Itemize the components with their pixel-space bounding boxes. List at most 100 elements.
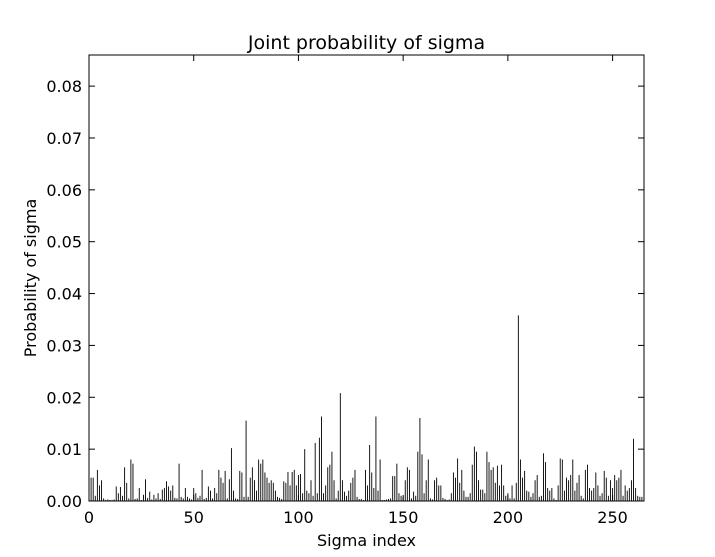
- bar-223: [555, 499, 557, 501]
- bar-127: [354, 469, 356, 501]
- bar-58: [210, 490, 211, 501]
- bar-134: [369, 444, 371, 501]
- bar-67: [228, 479, 230, 501]
- bar-193: [492, 467, 494, 501]
- bar-3: [94, 495, 96, 501]
- bar-165: [434, 480, 436, 501]
- bar-7: [103, 498, 105, 501]
- bar-151: [404, 480, 406, 501]
- bar-264: [641, 496, 643, 501]
- bar-25: [140, 499, 142, 501]
- bar-20: [130, 459, 132, 501]
- bar-145: [392, 476, 394, 501]
- bar-100: [297, 475, 299, 501]
- bar-160: [423, 493, 425, 501]
- plot-frame: [88, 54, 645, 502]
- bar-259: [630, 480, 632, 501]
- bar-226: [561, 459, 563, 501]
- bar-39: [170, 490, 172, 501]
- bar-164: [432, 499, 433, 501]
- bar-240: [591, 490, 593, 501]
- bar-106: [310, 480, 312, 501]
- bar-84: [264, 472, 266, 501]
- bar-91: [279, 497, 281, 501]
- bar-204: [515, 482, 517, 501]
- bar-102: [302, 493, 304, 501]
- bar-135: [371, 472, 373, 501]
- bar-85: [266, 477, 268, 501]
- bar-250: [612, 488, 614, 501]
- bar-13: [115, 486, 117, 501]
- bar-66: [226, 498, 228, 501]
- bar-140: [381, 499, 383, 501]
- bar-241: [593, 488, 595, 501]
- bar-43: [178, 463, 180, 501]
- bar-55: [203, 498, 205, 501]
- bar-34: [159, 498, 161, 501]
- bar-95: [287, 471, 289, 501]
- bar-253: [618, 477, 620, 501]
- bar-129: [358, 498, 360, 501]
- y-tick-label: 0.04: [46, 285, 82, 304]
- bar-45: [182, 498, 184, 501]
- bar-37: [166, 481, 167, 501]
- bar-220: [549, 490, 551, 501]
- bar-17: [124, 467, 126, 501]
- bar-49: [191, 499, 193, 501]
- bar-181: [467, 496, 469, 501]
- bar-143: [388, 498, 389, 501]
- bar-141: [383, 499, 385, 501]
- bar-174: [452, 472, 454, 501]
- bar-231: [572, 459, 574, 501]
- bar-28: [147, 497, 149, 501]
- bar-99: [295, 485, 297, 501]
- bar-238: [587, 464, 588, 501]
- bar-38: [168, 486, 170, 501]
- bar-245: [601, 493, 603, 501]
- bar-16: [122, 495, 123, 501]
- bar-178: [461, 469, 463, 501]
- y-tick-label: 0.02: [46, 388, 82, 407]
- bar-154: [411, 498, 412, 501]
- bar-54: [201, 469, 203, 501]
- bar-152: [406, 467, 408, 501]
- bar-74: [243, 496, 245, 501]
- bar-73: [241, 472, 243, 501]
- bar-257: [626, 490, 628, 501]
- bar-210: [528, 491, 530, 501]
- bar-124: [348, 490, 350, 501]
- bar-59: [212, 498, 214, 501]
- bar-98: [293, 469, 295, 501]
- bar-63: [220, 477, 222, 501]
- bar-192: [490, 469, 492, 501]
- bar-132: [365, 469, 366, 501]
- bar-186: [478, 480, 479, 501]
- bar-207: [522, 477, 523, 501]
- bar-22: [134, 498, 136, 501]
- bar-235: [580, 495, 582, 501]
- y-tick-label: 0.05: [46, 233, 82, 252]
- bar-173: [450, 493, 452, 501]
- bar-153: [408, 469, 410, 501]
- bar-161: [425, 480, 427, 501]
- bar-11: [111, 499, 113, 501]
- x-tick-label: 250: [597, 508, 628, 527]
- bar-255: [622, 495, 624, 501]
- bar-111: [321, 416, 322, 501]
- bar-203: [513, 498, 515, 501]
- bar-182: [469, 493, 471, 501]
- bar-114: [327, 467, 329, 501]
- bar-228: [566, 477, 567, 501]
- bar-179: [463, 490, 465, 501]
- bar-219: [547, 488, 549, 501]
- bar-80: [256, 490, 257, 501]
- bar-249: [610, 480, 611, 501]
- x-tick-label: 50: [184, 508, 204, 527]
- bar-136: [373, 488, 375, 501]
- bar-87: [270, 480, 272, 501]
- bar-52: [197, 497, 199, 501]
- bar-78: [251, 467, 253, 501]
- bar-239: [589, 488, 590, 501]
- bar-88: [272, 482, 274, 501]
